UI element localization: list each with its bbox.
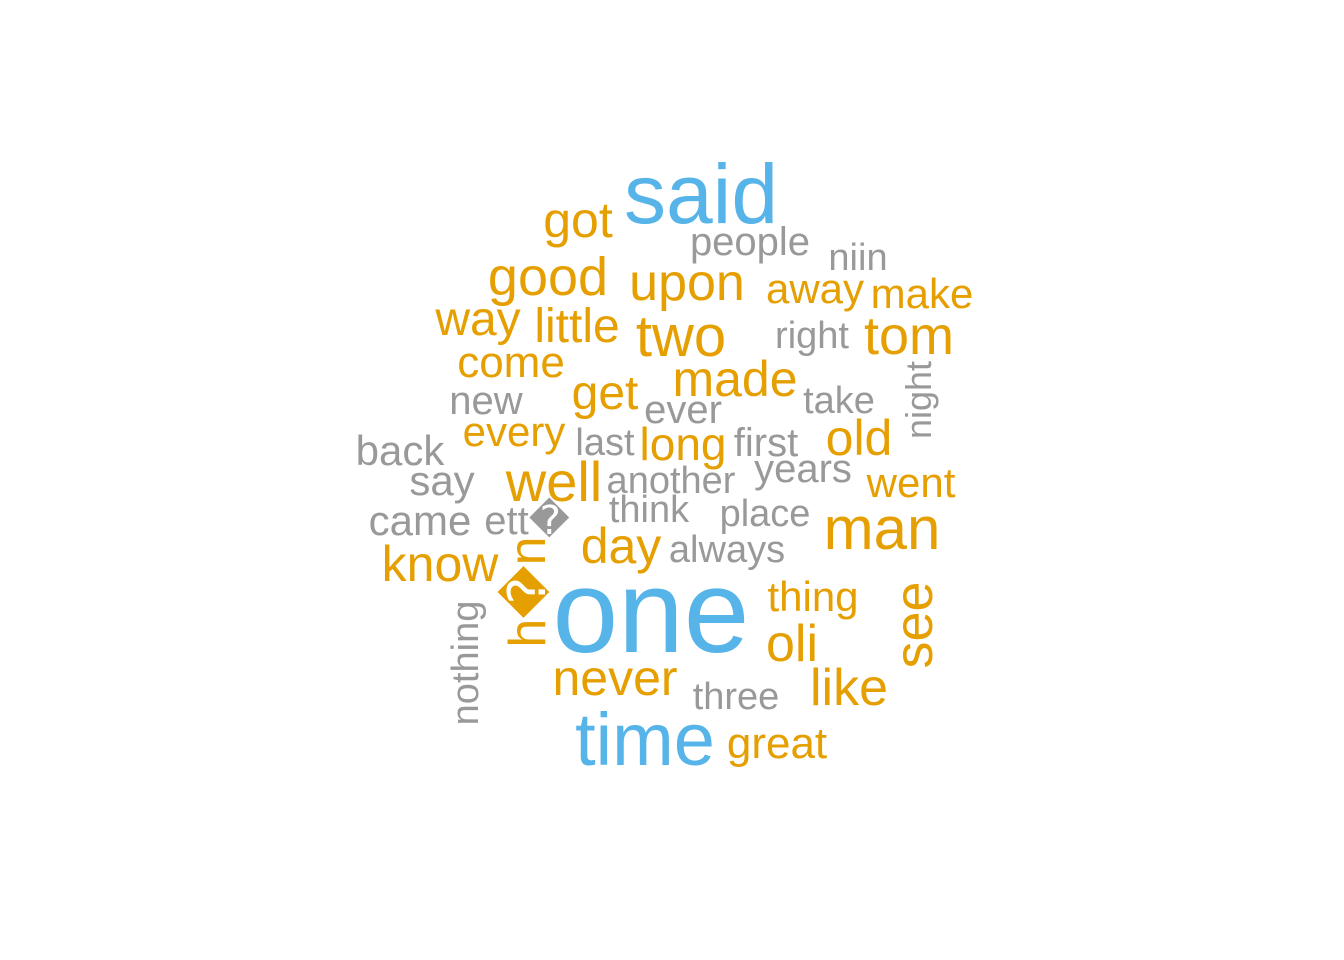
word-another: another: [606, 460, 736, 502]
word-h-n: h�n: [499, 536, 557, 648]
word-came: came: [368, 497, 472, 544]
word-oli: oli: [765, 615, 819, 673]
word-time: time: [575, 698, 715, 781]
word-know: know: [381, 536, 499, 592]
word-new: new: [449, 379, 523, 423]
word-people: people: [689, 220, 811, 264]
word-went: went: [866, 459, 956, 506]
word-niin: niin: [828, 237, 888, 279]
word-nothing: nothing: [445, 600, 487, 726]
word-thing: thing: [767, 573, 859, 620]
word-come: come: [457, 338, 565, 387]
word-long: long: [639, 418, 727, 470]
word-great: great: [726, 719, 828, 768]
word-well: well: [505, 450, 603, 513]
word-old: old: [825, 410, 893, 466]
word-say: say: [409, 457, 475, 504]
word-little: little: [534, 300, 620, 353]
word-place: place: [719, 493, 811, 535]
word-take: take: [803, 380, 875, 422]
word-back: back: [355, 427, 445, 474]
word-three: three: [692, 676, 780, 718]
word-made: made: [672, 351, 798, 407]
word-never: never: [552, 650, 678, 706]
word-years: years: [754, 447, 852, 491]
word-first: first: [733, 421, 799, 465]
word-one: one: [552, 546, 750, 678]
word-upon: upon: [629, 254, 745, 312]
word-tom: tom: [863, 306, 955, 366]
word-man: man: [823, 495, 941, 562]
word-ever: ever: [644, 388, 722, 432]
word-see: see: [884, 581, 944, 669]
word-got: got: [543, 192, 613, 248]
word-think: think: [608, 489, 690, 531]
word-way: way: [435, 293, 521, 346]
word-good: good: [487, 247, 609, 307]
word-away: away: [765, 265, 865, 312]
word-day: day: [580, 518, 662, 574]
word-last: last: [575, 422, 635, 464]
word-two: two: [635, 304, 727, 369]
word-right: right: [775, 315, 849, 357]
word-night: night: [898, 360, 939, 440]
word-every: every: [462, 408, 566, 455]
word-said: said: [623, 147, 779, 241]
word-like: like: [809, 659, 889, 717]
word-get: get: [571, 367, 639, 420]
word-make: make: [870, 270, 974, 317]
word-always: always: [668, 529, 786, 571]
word-ett: ett�: [484, 499, 570, 543]
